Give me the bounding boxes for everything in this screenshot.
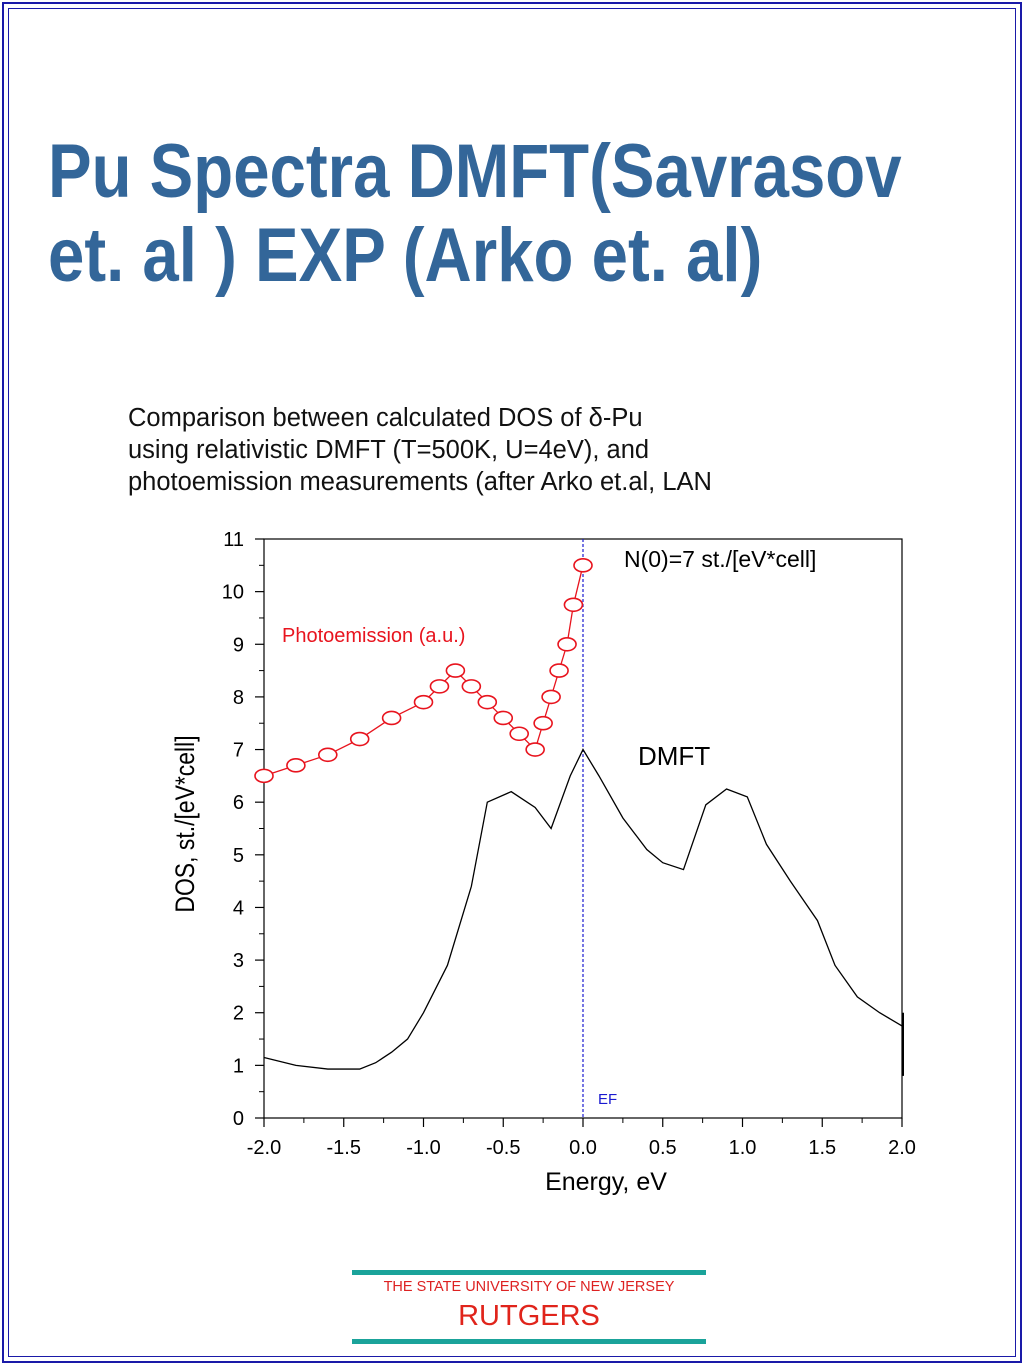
data-point-photoemission xyxy=(445,663,466,678)
x-tick-label--1.5: -1.5 xyxy=(327,1137,361,1159)
figure-caption: Comparison between calculated DOS of δ-P… xyxy=(128,402,958,498)
footer-logo: THE STATE UNIVERSITY OF NEW JERSEY RUTGE… xyxy=(352,1270,706,1346)
x-tick-label--1.0: -1.0 xyxy=(406,1137,440,1159)
data-point-photoemission xyxy=(563,597,584,613)
y-tick-label-2: 2 xyxy=(233,1003,244,1025)
caption-line-2: using relativistic DMFT (T=500K, U=4eV),… xyxy=(128,436,650,464)
y-tick-label-6: 6 xyxy=(233,792,244,814)
caption-line-3: photoemission measurements (after Arko e… xyxy=(128,468,712,496)
photoemission-label: Photoemission (a.u.) xyxy=(282,625,465,647)
data-point-photoemission xyxy=(557,636,577,652)
series-line-dmft xyxy=(263,748,903,1070)
data-point-photoemission xyxy=(429,679,450,694)
series-layer xyxy=(254,558,903,1070)
x-axis-label: Energy, eV xyxy=(545,1168,667,1196)
y-tick-label-10: 10 xyxy=(222,582,244,604)
y-tick-label-7: 7 xyxy=(233,740,244,762)
data-point-photoemission xyxy=(493,710,514,726)
footer-university: THE STATE UNIVERSITY OF NEW JERSEY xyxy=(383,1279,675,1295)
ef-label: EF xyxy=(598,1091,617,1108)
x-tick-label-1.0: 1.0 xyxy=(729,1137,757,1159)
footer-name: RUTGERS xyxy=(458,1300,600,1332)
data-point-photoemission xyxy=(317,747,338,763)
x-tick-label-0.5: 0.5 xyxy=(649,1137,677,1159)
data-point-photoemission xyxy=(254,768,274,784)
data-point-photoemission xyxy=(477,694,498,710)
y-tick-label-3: 3 xyxy=(233,950,244,972)
y-tick-label-4: 4 xyxy=(233,897,244,919)
data-point-photoemission xyxy=(381,710,402,726)
slide-inner-border xyxy=(8,8,1016,1357)
x-tick-label--0.5: -0.5 xyxy=(486,1137,520,1159)
y-axis-label: DOS, st./[eV*cell] xyxy=(170,735,200,912)
slide-title-line-1: Pu Spectra DMFT(Savrasov xyxy=(48,129,902,214)
data-point-photoemission xyxy=(349,731,370,747)
data-point-photoemission xyxy=(461,679,482,694)
data-point-photoemission xyxy=(549,663,569,678)
footer-bar-top xyxy=(352,1270,706,1275)
x-tick-label--2.0: -2.0 xyxy=(247,1137,281,1159)
y-tick-label-5: 5 xyxy=(233,845,244,867)
data-point-photoemission xyxy=(541,689,561,705)
y-tick-label-11: 11 xyxy=(223,529,244,551)
n0-annotation: N(0)=7 st./[eV*cell] xyxy=(624,546,816,572)
labels-layer: Energy, eV DOS, st./[eV*cell] N(0)=7 st.… xyxy=(170,546,816,1196)
chart-axes: 0 1 2 3 4 5 6 7 8 9 10 11 -2.0 -1.5 -1.0 -0.5 0.0 0.5 1.0 1… xyxy=(222,529,916,1159)
y-tick-label-9: 9 xyxy=(233,634,244,656)
data-point-photoemission xyxy=(525,742,545,757)
x-tick-label-1.5: 1.5 xyxy=(808,1137,836,1159)
y-tick-label-1: 1 xyxy=(233,1055,244,1077)
caption-line-1: Comparison between calculated DOS of δ-P… xyxy=(128,404,643,432)
data-point-photoemission xyxy=(573,558,593,573)
data-point-photoemission xyxy=(509,726,530,742)
y-tick-label-0: 0 xyxy=(233,1108,244,1130)
dmft-label: DMFT xyxy=(638,741,710,771)
x-tick-label-0.0: 0.0 xyxy=(569,1137,597,1159)
x-tick-label-2.0: 2.0 xyxy=(888,1137,916,1159)
data-point-photoemission xyxy=(413,694,434,710)
data-point-photoemission xyxy=(286,758,306,773)
slide-title: Pu Spectra DMFT(Savrasov et. al ) EXP (A… xyxy=(48,129,902,298)
footer-bar-bottom xyxy=(352,1339,706,1344)
data-point-photoemission xyxy=(533,715,553,731)
y-tick-label-8: 8 xyxy=(233,687,244,709)
slide-title-line-2: et. al ) EXP (Arko et. al) xyxy=(48,213,763,298)
